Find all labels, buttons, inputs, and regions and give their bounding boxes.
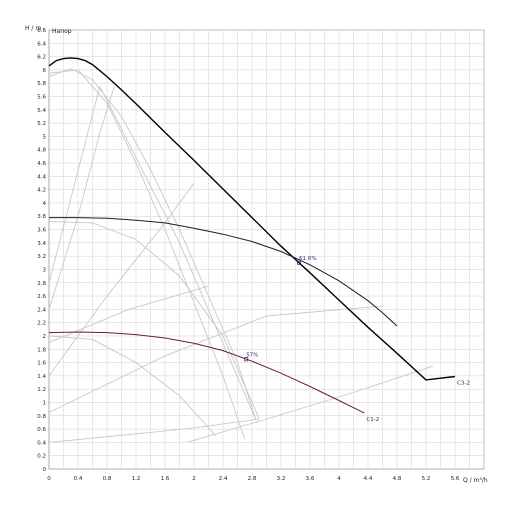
x-tick-label: 2 — [192, 476, 196, 482]
y-tick-label: 2 — [43, 334, 47, 340]
efficiency-guide-lines — [48, 68, 434, 443]
y-tick-label: 3.4 — [37, 241, 46, 247]
y-tick-label: 5.2 — [37, 121, 46, 127]
y-tick-label: 6.4 — [37, 41, 46, 47]
efficiency-guide-curve — [48, 285, 209, 344]
series-line — [48, 331, 365, 414]
y-tick-label: 6.6 — [37, 28, 46, 34]
series-group: C3-2 C1-2 61.6% 57% — [48, 57, 470, 423]
x-tick-label: 5.2 — [422, 476, 431, 482]
y-tick-label: 1.6 — [37, 361, 46, 367]
y-tick-label: 4.6 — [37, 161, 46, 167]
y-tick-label: 0 — [43, 467, 47, 473]
y-tick-label: 0.6 — [37, 427, 46, 433]
series-line — [49, 217, 398, 327]
efficiency-guide-curve — [48, 221, 260, 420]
y-axis-label: H / m — [25, 25, 41, 32]
efficiency-label: 57% — [246, 352, 258, 358]
x-tick-label: 0 — [47, 476, 51, 482]
y-tick-label: 1.2 — [37, 387, 46, 393]
y-tick-label: 2.8 — [37, 281, 46, 287]
series-line — [48, 57, 456, 381]
y-tick-label: 2.4 — [37, 307, 46, 313]
x-tick-label: 4.4 — [364, 476, 373, 482]
y-tick-label: 2.6 — [37, 294, 46, 300]
efficiency-point-marker — [244, 357, 249, 362]
efficiency-guide-curve — [186, 365, 434, 443]
x-tick-label: 1.6 — [161, 476, 170, 482]
x-tick-label: 0.4 — [74, 476, 83, 482]
efficiency-guide-curve — [48, 68, 257, 420]
y-tick-label: 0.2 — [37, 454, 46, 460]
x-tick-label: 4 — [337, 476, 341, 482]
efficiency-point-marker — [297, 260, 302, 265]
labels: H / m Напор Q / m³/h — [25, 25, 488, 484]
y-tick-label: 6.2 — [37, 55, 46, 61]
y-tick-label: 0.8 — [37, 414, 46, 420]
y-tick-label: 4.2 — [37, 188, 46, 194]
y-tick-label: 5.4 — [37, 108, 46, 114]
x-tick-label: 3.6 — [306, 476, 315, 482]
series-label: C1-2 — [366, 417, 379, 423]
tick-labels: 0 0.4 0.8 1.2 1.6 2 2.4 2.8 3.2 3.6 4 4.4 4.8 5.2 5.6 0… — [37, 28, 460, 482]
legend-title: Напор — [52, 28, 72, 35]
y-tick-label: 4.4 — [37, 174, 46, 180]
x-tick-label: 2.4 — [219, 476, 228, 482]
efficiency-guide-curve — [48, 182, 195, 377]
x-tick-label: 1.2 — [132, 476, 141, 482]
series-label: C3-2 — [457, 381, 470, 387]
x-tick-label: 0.8 — [103, 476, 112, 482]
efficiency-label: 61.6% — [299, 256, 316, 262]
y-tick-label: 3.2 — [37, 254, 46, 260]
x-tick-label: 4.8 — [393, 476, 402, 482]
y-tick-label: 3.6 — [37, 228, 46, 234]
efficiency-guide-curve — [99, 86, 257, 420]
y-tick-label: 5.8 — [37, 81, 46, 87]
x-tick-label: 5.6 — [451, 476, 460, 482]
y-tick-label: 5.6 — [37, 95, 46, 101]
y-tick-label: 3.8 — [37, 214, 46, 220]
efficiency-guide-curve — [48, 305, 383, 413]
x-axis-label: Q / m³/h — [463, 477, 488, 484]
y-tick-label: 1 — [43, 400, 47, 406]
grid — [48, 29, 485, 470]
y-tick-label: 0.4 — [37, 440, 46, 446]
y-tick-label: 5 — [43, 134, 47, 140]
x-tick-label: 2.8 — [248, 476, 257, 482]
efficiency-guide-curve — [48, 86, 115, 310]
x-tick-label: 3.2 — [277, 476, 286, 482]
efficiency-guide-curve — [48, 69, 246, 440]
y-tick-label: 6 — [43, 68, 47, 74]
y-tick-label: 4 — [43, 201, 47, 207]
y-tick-label: 3 — [43, 267, 47, 273]
efficiency-guide-curve — [48, 335, 217, 437]
y-tick-label: 4.8 — [37, 148, 46, 154]
y-tick-label: 1.4 — [37, 374, 46, 380]
y-tick-label: 2.2 — [37, 321, 46, 327]
efficiency-guide-curve — [48, 86, 101, 283]
y-tick-label: 1.8 — [37, 347, 46, 353]
efficiency-guide-curve — [48, 418, 260, 443]
